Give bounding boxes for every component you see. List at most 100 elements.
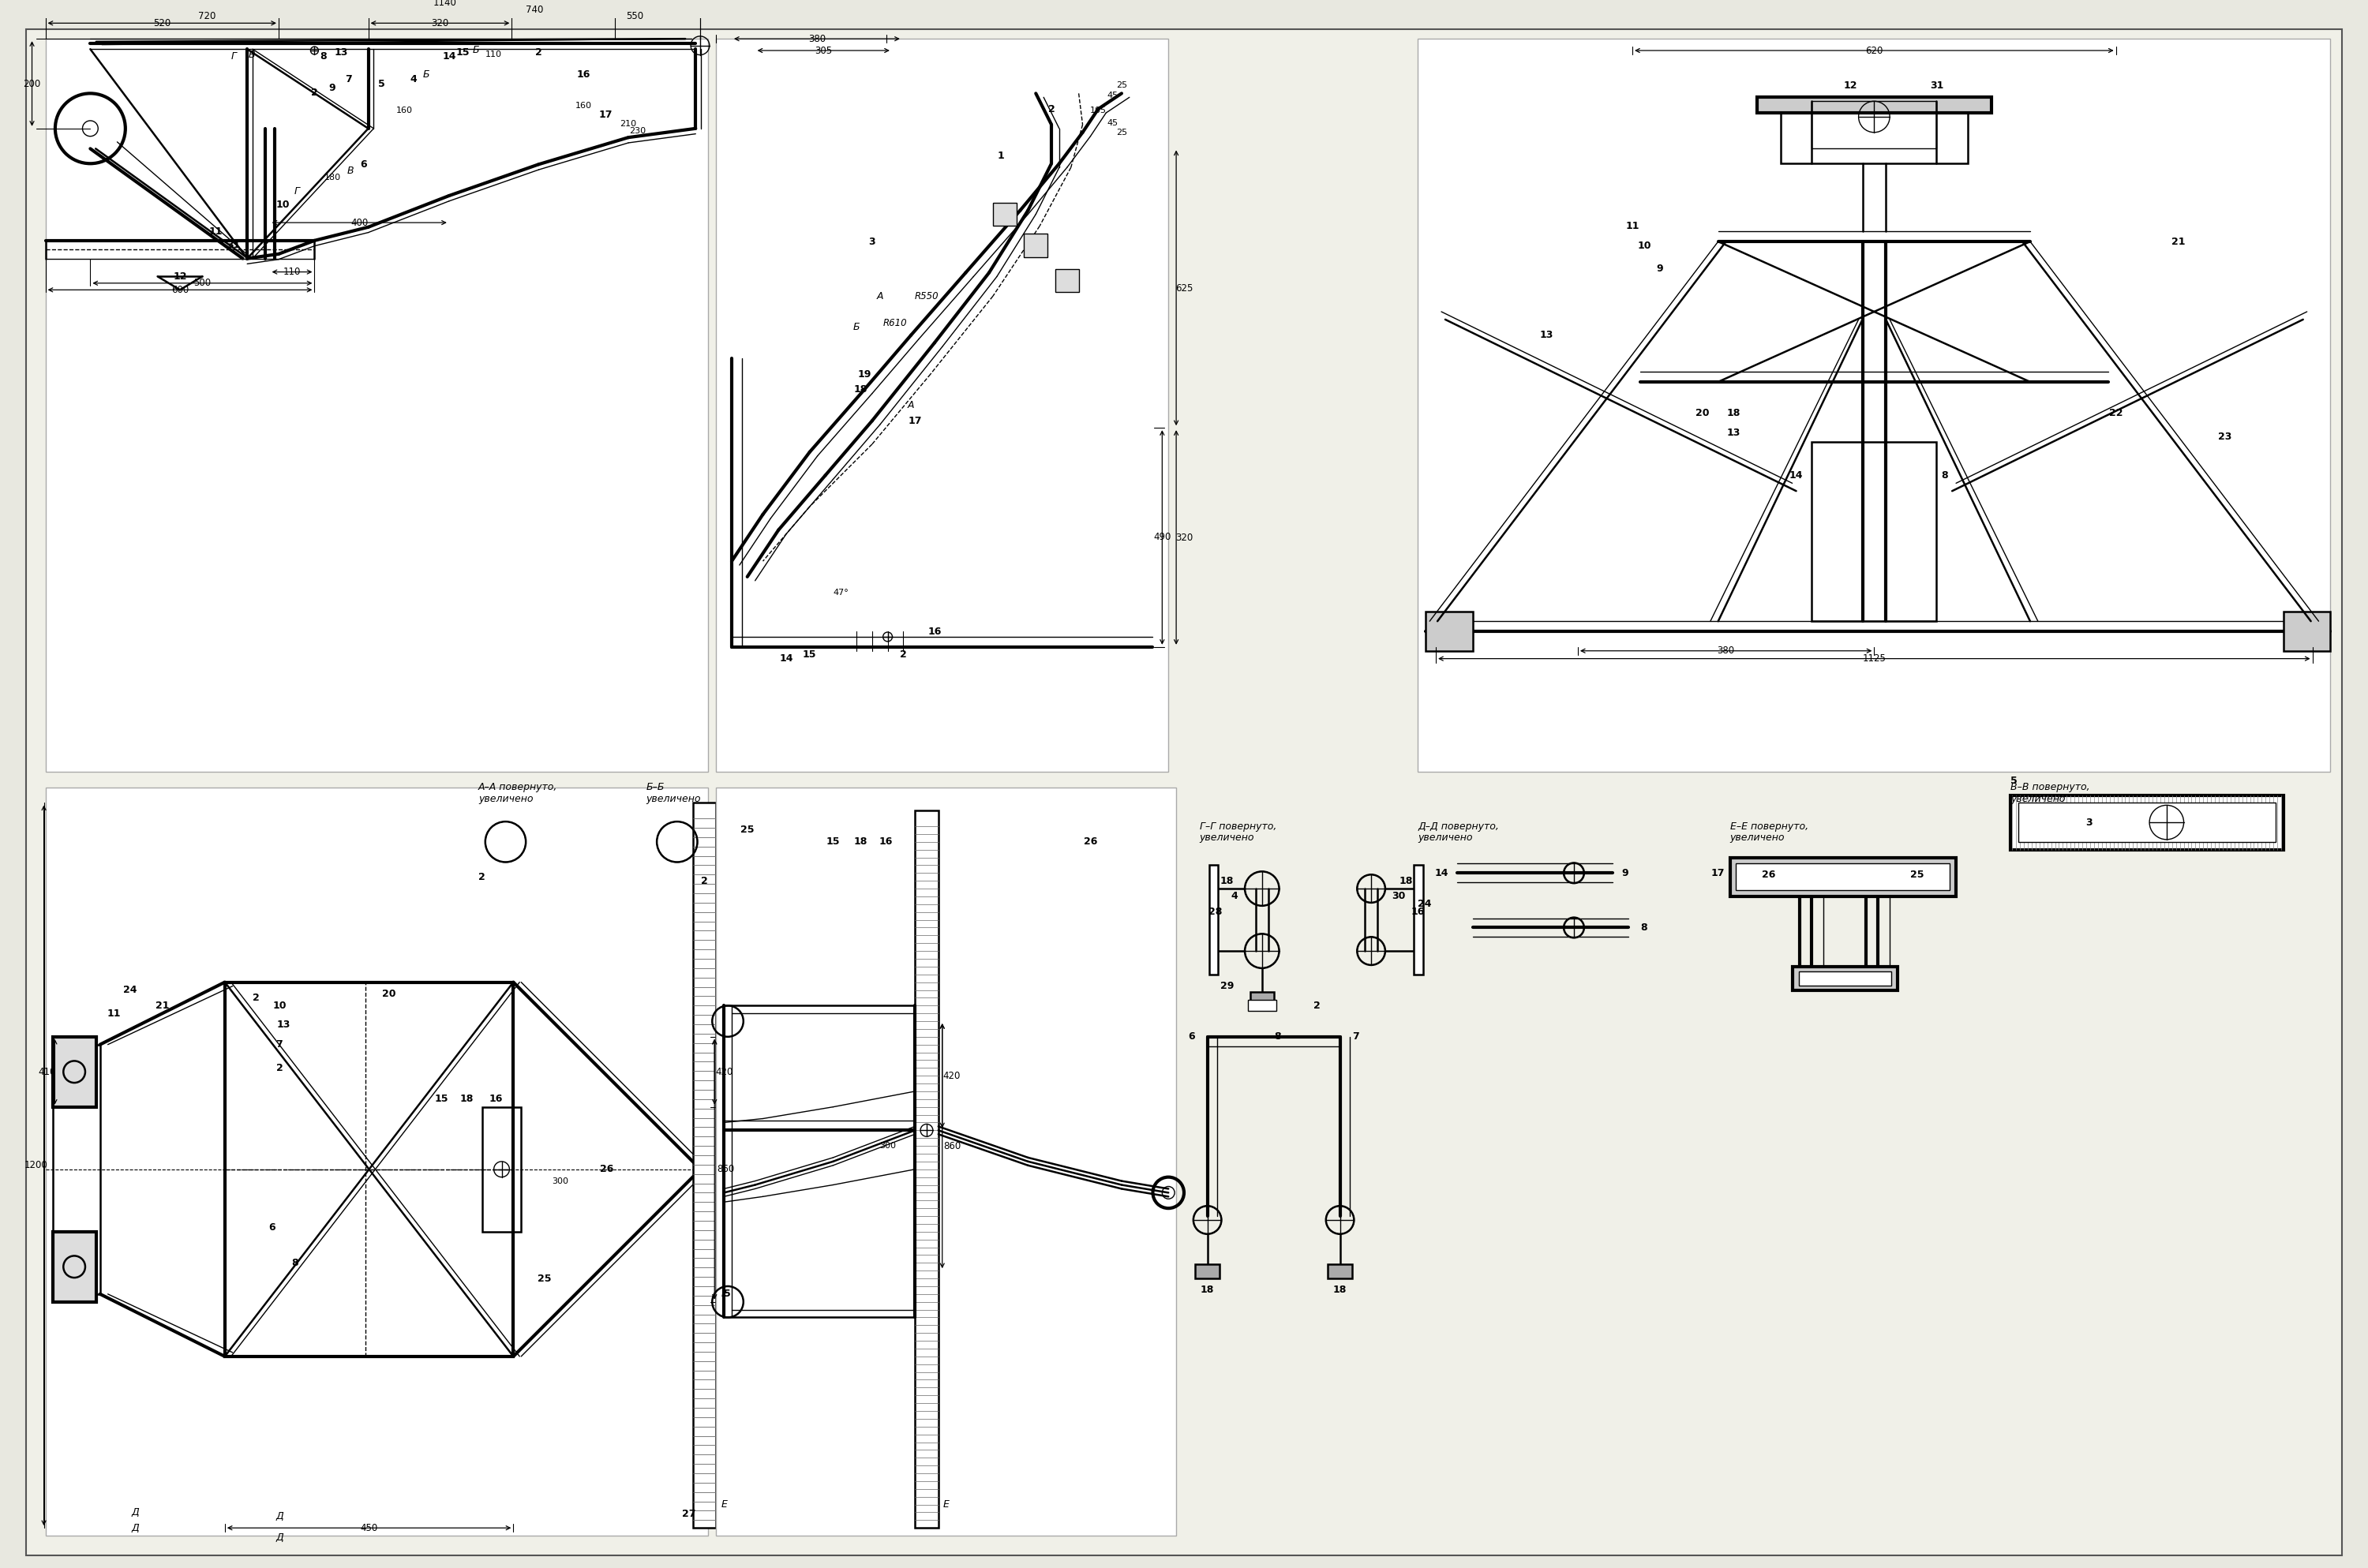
Bar — [483, 1107, 521, 1231]
Text: 4: 4 — [1231, 891, 1238, 902]
Text: 11: 11 — [107, 1008, 121, 1019]
Text: Г–Г повернуто,: Г–Г повернуто, — [1201, 822, 1276, 831]
Bar — [1328, 1264, 1352, 1278]
Text: 11: 11 — [208, 226, 223, 237]
Bar — [1023, 234, 1047, 257]
Bar — [1812, 102, 1937, 147]
Text: 380: 380 — [807, 33, 826, 44]
Text: 20: 20 — [1695, 408, 1710, 419]
Text: 10: 10 — [272, 1000, 287, 1011]
Text: 6: 6 — [1189, 1032, 1196, 1041]
Text: увеличено: увеличено — [478, 793, 533, 804]
Text: 740: 740 — [526, 5, 542, 14]
Text: 17: 17 — [907, 416, 921, 426]
Bar — [488, 891, 523, 902]
Bar — [1426, 612, 1473, 651]
Text: 21: 21 — [156, 1000, 170, 1011]
Text: 31: 31 — [1930, 80, 1944, 91]
Text: 13: 13 — [277, 1019, 291, 1030]
Text: 16: 16 — [928, 626, 942, 637]
Text: 16: 16 — [1411, 906, 1426, 917]
Text: 110: 110 — [485, 50, 502, 58]
Bar — [1757, 97, 1991, 113]
Text: 14: 14 — [443, 52, 457, 61]
Text: 300: 300 — [552, 1178, 568, 1185]
Text: А: А — [907, 400, 914, 411]
Bar — [663, 883, 691, 892]
Text: 18: 18 — [1726, 408, 1740, 419]
Text: 25: 25 — [538, 1273, 552, 1284]
Text: 625: 625 — [1175, 284, 1193, 293]
Text: 2: 2 — [277, 1063, 282, 1073]
Text: увеличено: увеличено — [1201, 833, 1255, 844]
Text: 4: 4 — [410, 74, 417, 85]
Text: Д: Д — [130, 1523, 140, 1534]
Bar — [1793, 966, 1897, 989]
Text: 450: 450 — [360, 1523, 379, 1534]
Text: 13: 13 — [1726, 428, 1740, 437]
Text: 550: 550 — [628, 11, 644, 22]
Text: 45: 45 — [1106, 119, 1118, 127]
Text: 12: 12 — [1845, 80, 1857, 91]
Text: 13: 13 — [334, 47, 348, 58]
Text: 8: 8 — [1641, 922, 1648, 933]
Text: 2: 2 — [1314, 1000, 1319, 1011]
Bar — [992, 202, 1016, 226]
Text: 15: 15 — [455, 47, 469, 58]
Text: 17: 17 — [1712, 869, 1726, 878]
Text: 860: 860 — [942, 1142, 961, 1151]
Text: 24: 24 — [123, 985, 137, 996]
Text: 45: 45 — [1106, 93, 1118, 100]
Bar — [52, 1044, 99, 1294]
Text: 5: 5 — [725, 1289, 732, 1300]
Text: 26: 26 — [1762, 870, 1776, 880]
Text: Д–Д повернуто,: Д–Д повернуто, — [1418, 822, 1499, 831]
Text: 21: 21 — [2171, 237, 2186, 246]
Text: 8: 8 — [1942, 470, 1949, 480]
Text: 23: 23 — [2219, 431, 2233, 442]
Text: 14: 14 — [1790, 470, 1802, 480]
Text: 26: 26 — [599, 1163, 613, 1174]
Text: Е: Е — [942, 1499, 950, 1510]
Text: R550: R550 — [914, 292, 938, 301]
Text: Д: Д — [275, 1512, 284, 1521]
Text: 15: 15 — [803, 649, 817, 660]
Text: 380: 380 — [1717, 646, 1736, 655]
Bar — [1781, 102, 1968, 163]
Text: 20: 20 — [381, 989, 395, 999]
Text: 2: 2 — [253, 993, 260, 1004]
Text: 18: 18 — [1220, 875, 1234, 886]
Text: 29: 29 — [1220, 982, 1234, 991]
Text: 6: 6 — [268, 1223, 275, 1232]
Text: 31: 31 — [227, 240, 242, 251]
Text: 25: 25 — [1911, 870, 1923, 880]
Text: Е: Е — [720, 1499, 727, 1510]
Text: 15: 15 — [436, 1094, 448, 1104]
Text: 27: 27 — [682, 1508, 696, 1519]
Bar — [1056, 268, 1080, 292]
Text: Д: Д — [130, 1507, 140, 1518]
Text: Е–Е повернуто,: Е–Е повернуто, — [1731, 822, 1809, 831]
Text: 8: 8 — [291, 1258, 298, 1269]
Text: 16: 16 — [578, 69, 590, 80]
Text: 620: 620 — [1866, 45, 1883, 55]
Text: 24: 24 — [1418, 898, 1433, 909]
Bar — [1731, 858, 1956, 897]
Text: 400: 400 — [350, 218, 367, 227]
Text: 160: 160 — [575, 102, 592, 110]
Text: 22: 22 — [2110, 408, 2122, 419]
Text: 160: 160 — [395, 107, 412, 114]
Text: 26: 26 — [1085, 837, 1096, 847]
Text: Б: Б — [424, 69, 431, 80]
Text: 14: 14 — [1435, 869, 1449, 878]
Bar — [1196, 1264, 1220, 1278]
Bar — [661, 891, 694, 902]
Text: 180: 180 — [324, 174, 341, 182]
Text: Д: Д — [275, 1532, 284, 1543]
Text: 9: 9 — [1622, 869, 1629, 878]
Text: 490: 490 — [1153, 532, 1172, 543]
Bar — [45, 787, 708, 1535]
Text: В: В — [348, 166, 353, 176]
Text: 30: 30 — [1392, 891, 1404, 902]
Text: 2: 2 — [900, 649, 907, 660]
